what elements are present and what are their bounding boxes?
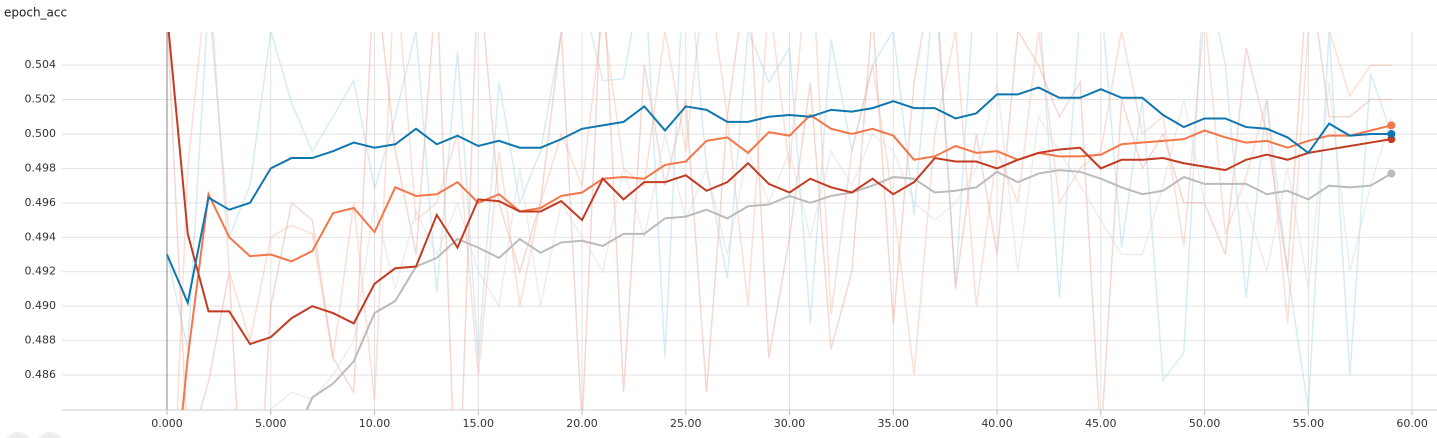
series-line xyxy=(181,113,1392,410)
y-tick-label: 0.486 xyxy=(25,368,57,381)
plot-area xyxy=(166,32,1396,410)
end-marker xyxy=(1387,129,1396,138)
chart-title: epoch_acc xyxy=(4,6,67,20)
y-tick-label: 0.496 xyxy=(25,196,57,209)
x-tick-label: 10.00 xyxy=(359,417,391,430)
toolbar-icon[interactable] xyxy=(36,432,64,438)
series-line xyxy=(167,32,1392,410)
y-tick-label: 0.492 xyxy=(25,265,57,278)
x-tick-label: 40.00 xyxy=(981,417,1013,430)
series-line xyxy=(305,169,1392,410)
y-tick-label: 0.498 xyxy=(25,161,57,174)
series-line xyxy=(167,32,1392,346)
end-marker xyxy=(1387,121,1396,130)
x-tick-label: 60.00 xyxy=(1396,417,1428,430)
end-marker xyxy=(1387,169,1396,178)
series-line xyxy=(166,86,1392,307)
x-tick-label: 25.00 xyxy=(670,417,702,430)
y-tick-label: 0.488 xyxy=(25,334,57,347)
axis-labels: 0.486 0.488 0.490 0.492 0.494 0.496 0.498 0.500… xyxy=(25,58,1428,430)
x-tick-label: 15.00 xyxy=(463,417,495,430)
y-tick-label: 0.504 xyxy=(25,58,57,71)
x-tick-label: 5.000 xyxy=(255,417,287,430)
x-tick-label: 20.00 xyxy=(566,417,598,430)
x-tick-label: 0.000 xyxy=(151,417,183,430)
toolbar-icon[interactable] xyxy=(4,432,32,438)
y-tick-label: 0.500 xyxy=(25,127,57,140)
y-tick-label: 0.494 xyxy=(25,230,57,243)
y-tick-label: 0.490 xyxy=(25,299,57,312)
y-tick-label: 0.502 xyxy=(25,93,57,106)
x-tick-label: 35.00 xyxy=(878,417,910,430)
x-tick-label: 45.00 xyxy=(1085,417,1117,430)
x-tick-label: 55.00 xyxy=(1293,417,1325,430)
series-line xyxy=(166,32,1393,410)
x-tick-label: 50.00 xyxy=(1189,417,1221,430)
series-line xyxy=(176,32,1392,410)
series-line xyxy=(269,82,1393,410)
grid xyxy=(62,32,1437,415)
x-tick-label: 30.00 xyxy=(774,417,806,430)
